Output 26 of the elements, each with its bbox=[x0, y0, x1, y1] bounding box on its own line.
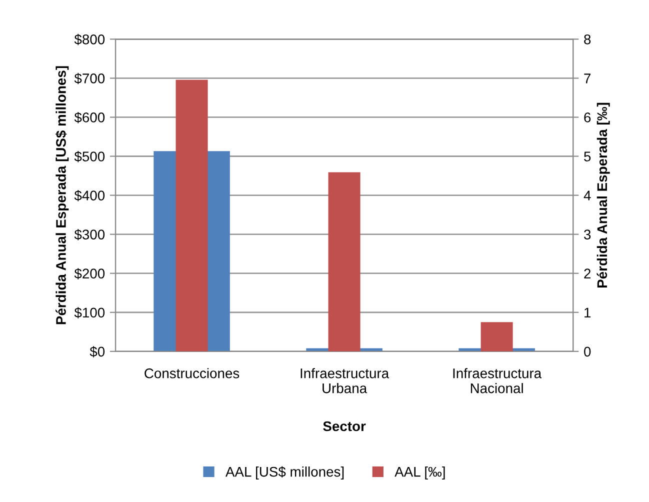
y2-tick-label: 8 bbox=[584, 34, 591, 44]
legend-label: AAL [US$ millones] bbox=[225, 466, 344, 480]
x-tick-label: Infraestructura Urbana bbox=[300, 368, 390, 394]
y2-tick-label: 3 bbox=[584, 230, 591, 240]
y-tick-label: $100 bbox=[74, 307, 105, 318]
y-tick-label: $400 bbox=[74, 190, 105, 202]
y-tick-label: $700 bbox=[74, 72, 105, 84]
y-axis-title: Pérdida Anual Esperada [US$ millones] bbox=[55, 66, 69, 324]
y2-tick-label: 2 bbox=[584, 268, 591, 278]
y2-tick-label: 5 bbox=[584, 152, 591, 162]
y2-tick-label: 7 bbox=[584, 74, 591, 84]
y2-tick-label: 0 bbox=[584, 346, 591, 357]
y2-tick-label: 4 bbox=[584, 190, 591, 200]
y2-axis-title: Pérdida Anual Esperada [‰] bbox=[596, 102, 610, 288]
y-tick-label: $800 bbox=[74, 34, 105, 46]
y-tick-label: $300 bbox=[74, 229, 105, 240]
y-tick-label: $600 bbox=[74, 112, 105, 124]
y-tick-label: $200 bbox=[74, 268, 105, 280]
y2-tick-label: 1 bbox=[584, 308, 591, 318]
y-tick-label: $0 bbox=[90, 346, 105, 358]
x-tick-label: Construcciones bbox=[144, 368, 240, 378]
legend-label: AAL [‰] bbox=[394, 466, 445, 480]
x-tick-label: Infraestructura Nacional bbox=[453, 368, 542, 394]
y-tick-label: $500 bbox=[74, 151, 105, 162]
y2-tick-label: 6 bbox=[584, 112, 591, 122]
x-axis-title: Sector bbox=[323, 421, 366, 432]
